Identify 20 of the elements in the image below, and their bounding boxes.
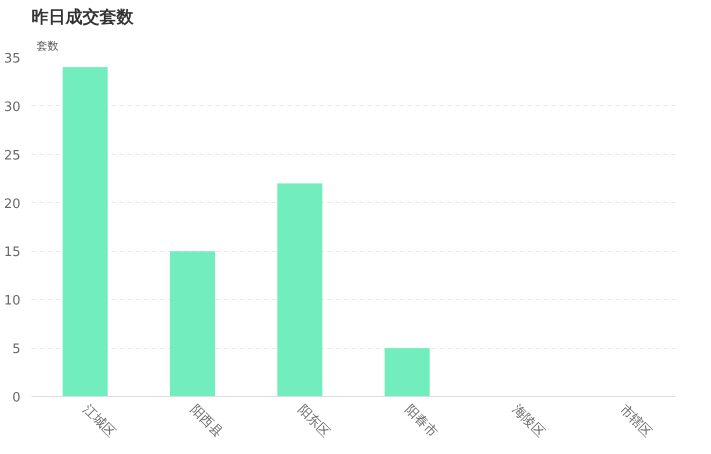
x-tick-label: 阳春市 [402, 402, 440, 440]
bar [62, 67, 108, 396]
x-tick-label: 阳西县 [187, 402, 226, 440]
x-tick-label: 阳东区 [294, 402, 333, 440]
x-tick-label: 海陵区 [509, 402, 548, 440]
bar [384, 348, 430, 396]
y-tick-label: 5 [12, 342, 21, 358]
chart-title: 昨日成交套数 [32, 8, 134, 28]
y-tick-label: 30 [4, 100, 21, 115]
y-tick-label: 0 [12, 390, 21, 406]
y-tick-label: 35 [4, 52, 21, 66]
y-tick-label: 15 [4, 245, 21, 260]
y-tick-label: 20 [4, 196, 21, 212]
y-tick-label: 25 [4, 148, 21, 164]
bar [170, 251, 216, 396]
y-tick-label: 10 [4, 294, 21, 309]
x-tick-label: 市辖区 [616, 402, 655, 440]
y-axis-title: 套数 [36, 40, 58, 52]
bar [277, 183, 322, 396]
x-tick-label: 江城区 [80, 402, 118, 440]
